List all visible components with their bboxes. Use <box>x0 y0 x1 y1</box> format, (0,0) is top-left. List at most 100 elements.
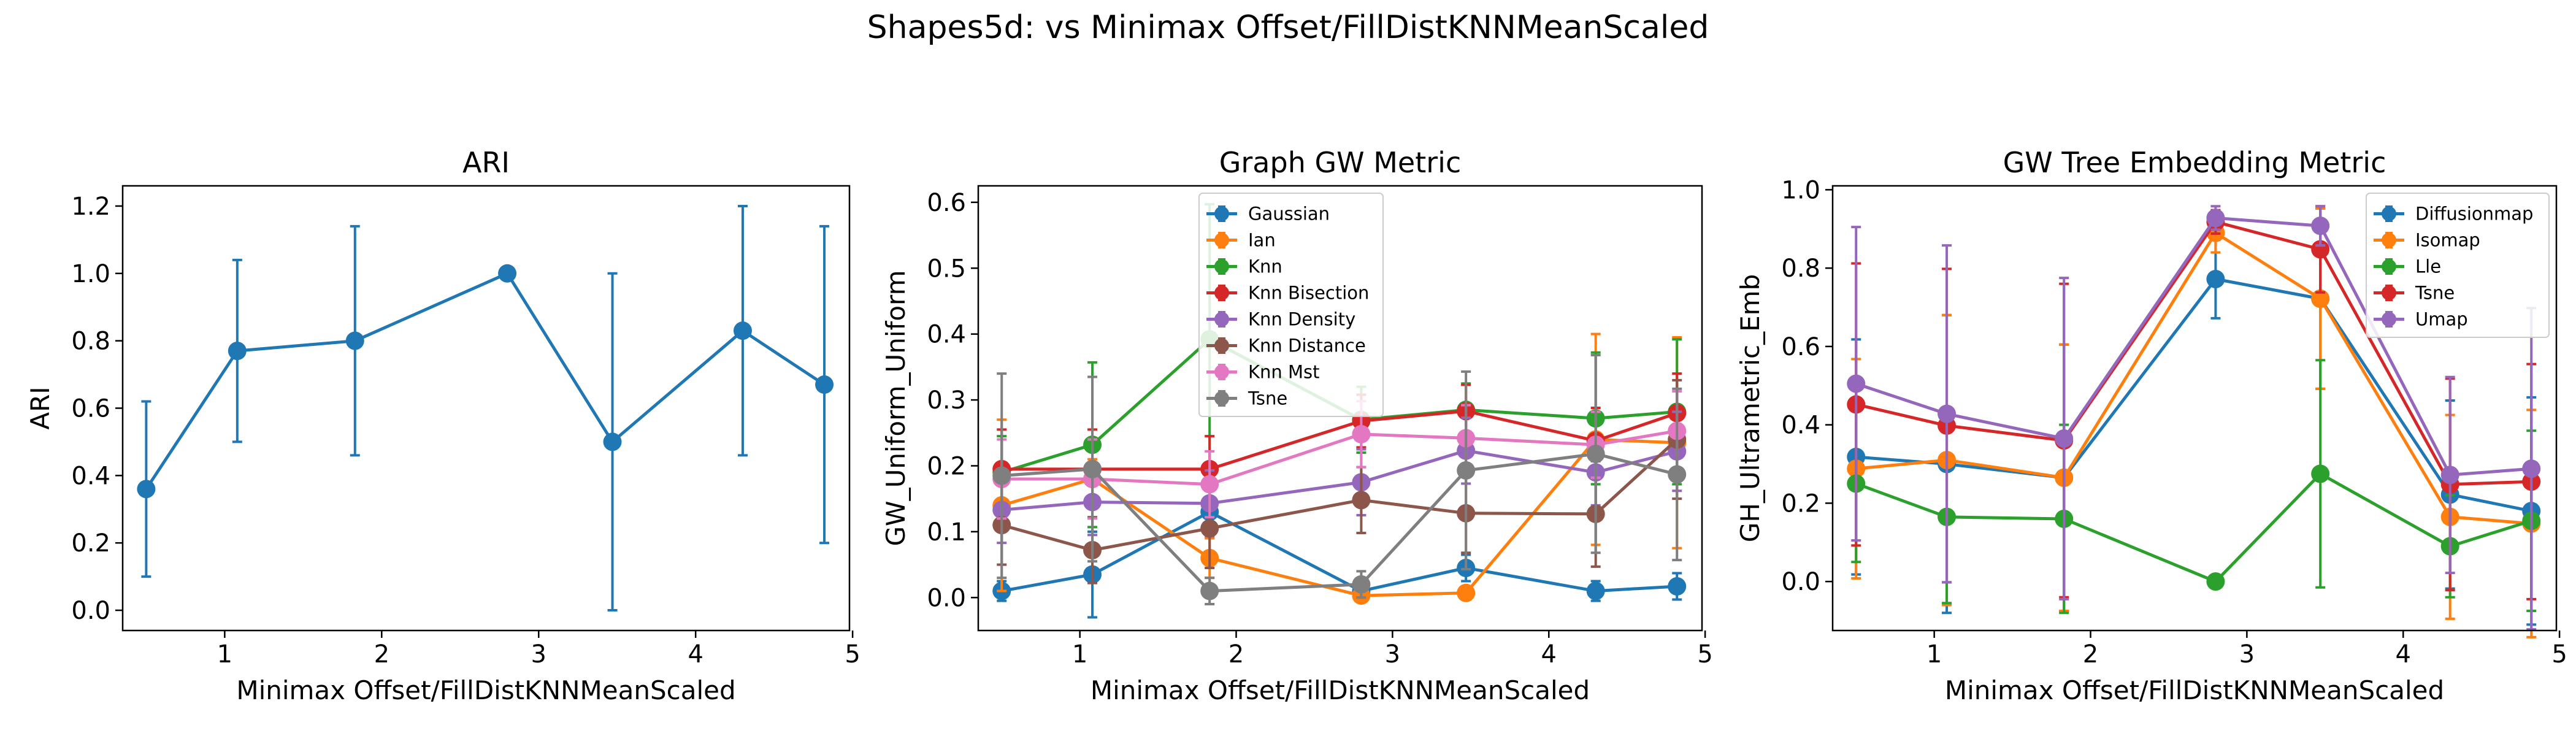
x-tick-label: 5 <box>2551 640 2567 669</box>
data-point <box>1200 475 1219 494</box>
y-tick-label: 0.6 <box>927 189 966 217</box>
legend-item: Gaussian <box>1206 204 1330 224</box>
subplot-2: Graph GW Metric 1 2 3 4 5 0.0 0.1 0.2 0.3 0.4 0.5 0.… <box>881 146 1713 705</box>
y-tick-label: 0.4 <box>1781 412 1820 440</box>
legend-frame <box>1198 193 1384 417</box>
y-tick-label: 0.2 <box>1781 489 1820 518</box>
data-point <box>2206 572 2225 591</box>
legend-item: Isomap <box>2374 230 2480 251</box>
x-tick-label: 1 <box>1072 640 1087 669</box>
x-tick-label: 3 <box>1385 640 1400 669</box>
y-tick-label: 0.8 <box>71 328 110 356</box>
y-tick-label: 1.0 <box>1781 176 1820 204</box>
legend-label: Gaussian <box>1248 204 1330 224</box>
data-point <box>603 432 622 451</box>
x-tick-label: 2 <box>2083 640 2098 669</box>
x-tick-label: 5 <box>845 640 860 669</box>
data-point <box>1938 404 1957 423</box>
legend-marker <box>1214 338 1229 353</box>
data-point <box>1352 575 1371 594</box>
data-point <box>1668 465 1687 484</box>
data-point <box>733 321 752 340</box>
y-tick-label: 0.6 <box>1781 333 1820 361</box>
legend-item: Tsne <box>1206 388 1287 409</box>
y-tick-label: 0.2 <box>927 452 966 480</box>
data-point <box>1457 461 1476 480</box>
x-tick-label: 4 <box>2396 640 2411 669</box>
legend: Diffusionmap Isomap Lle Tsne Umap <box>2366 193 2550 338</box>
y-tick-label: 0.8 <box>1781 255 1820 283</box>
data-point <box>1200 519 1219 538</box>
axes-frame <box>121 185 851 632</box>
data-point <box>1083 459 1102 478</box>
legend-label: Isomap <box>2415 230 2480 251</box>
series-tsne <box>992 354 1687 606</box>
subplot-title: Graph GW Metric <box>1219 146 1461 179</box>
data-point <box>2311 464 2330 483</box>
legend-item: Knn Bisection <box>1206 283 1369 304</box>
figure-suptitle: Shapes5d: vs Minimax Offset/FillDistKNNM… <box>867 9 1709 46</box>
x-axis-label: Minimax Offset/FillDistKNNMeanScaled <box>236 675 735 705</box>
data-point <box>1200 581 1219 600</box>
y-tick-label: 0.2 <box>71 529 110 558</box>
subplots: ARI 1 2 3 4 5 0.0 0.2 0.4 0.6 0.8 1.0 1.2 Minimax Off… <box>25 146 2567 705</box>
subplot-3: GW Tree Embedding Metric 1 2 3 4 5 0.0 0.2 0.4 0.… <box>1735 146 2567 705</box>
x-axis-label: Minimax Offset/FillDistKNNMeanScaled <box>1091 675 1590 705</box>
y-axis-label: ARI <box>25 386 55 429</box>
legend-marker <box>1214 232 1229 248</box>
x-tick-label: 1 <box>1926 640 1942 669</box>
axes-frame <box>977 185 1703 632</box>
data-point <box>1847 374 1866 393</box>
data-point <box>2206 270 2225 289</box>
subplot-title: ARI <box>462 146 510 179</box>
y-tick-label: 1.2 <box>71 193 110 221</box>
y-tick-label: 0.5 <box>927 255 966 283</box>
legend-label: Knn Density <box>1248 309 1355 330</box>
data-point <box>137 480 156 499</box>
data-point <box>498 264 517 283</box>
data-point <box>1457 583 1476 602</box>
x-tick-label: 3 <box>531 640 546 669</box>
legend: Gaussian Ian Knn Knn Bisection Knn Density Kn… <box>1198 193 1384 417</box>
legend-marker <box>2382 285 2396 301</box>
legend-item: Tsne <box>2374 283 2455 304</box>
data-point <box>2440 466 2459 485</box>
data-point <box>1586 581 1605 600</box>
legend-label: Knn Mst <box>1248 362 1320 383</box>
data-point <box>992 466 1011 485</box>
data-point <box>1352 424 1371 443</box>
data-point <box>2311 289 2330 308</box>
legend-item: Lle <box>2374 256 2441 277</box>
x-axis-label: Minimax Offset/FillDistKNNMeanScaled <box>1945 675 2444 705</box>
series-umap <box>1847 205 2541 631</box>
axes-frame <box>1831 185 2558 632</box>
legend-marker <box>2382 259 2396 274</box>
data-point <box>2055 429 2074 448</box>
legend-item: Knn <box>1206 256 1282 277</box>
y-tick-label: 0.4 <box>71 462 110 490</box>
legend-item: Diffusionmap <box>2374 204 2533 224</box>
legend-marker <box>1214 312 1229 327</box>
y-tick-label: 0.0 <box>1781 568 1820 596</box>
legend-item: Knn Mst <box>1206 362 1320 383</box>
data-point <box>2522 459 2541 478</box>
legend-marker <box>1214 364 1229 380</box>
legend-marker <box>2382 232 2396 248</box>
x-tick-label: 2 <box>374 640 389 669</box>
y-tick-label: 0.3 <box>927 386 966 415</box>
legend-label: Knn Distance <box>1248 335 1366 356</box>
legend-item: Umap <box>2374 309 2468 330</box>
legend-marker <box>1214 391 1229 406</box>
data-point <box>815 375 834 394</box>
y-tick-label: 0.6 <box>71 395 110 423</box>
x-tick-label: 4 <box>688 640 703 669</box>
subplot-1: ARI 1 2 3 4 5 0.0 0.2 0.4 0.6 0.8 1.0 1.2 Minimax Off… <box>25 146 861 705</box>
legend-label: Tsne <box>1248 388 1287 409</box>
legend-item: Ian <box>1206 230 1276 251</box>
x-tick-label: 3 <box>2239 640 2255 669</box>
legend-label: Diffusionmap <box>2415 204 2533 224</box>
series-1 <box>137 204 834 612</box>
legend-marker <box>2382 206 2396 221</box>
x-tick-label: 4 <box>1541 640 1557 669</box>
legend-marker <box>1214 285 1229 301</box>
